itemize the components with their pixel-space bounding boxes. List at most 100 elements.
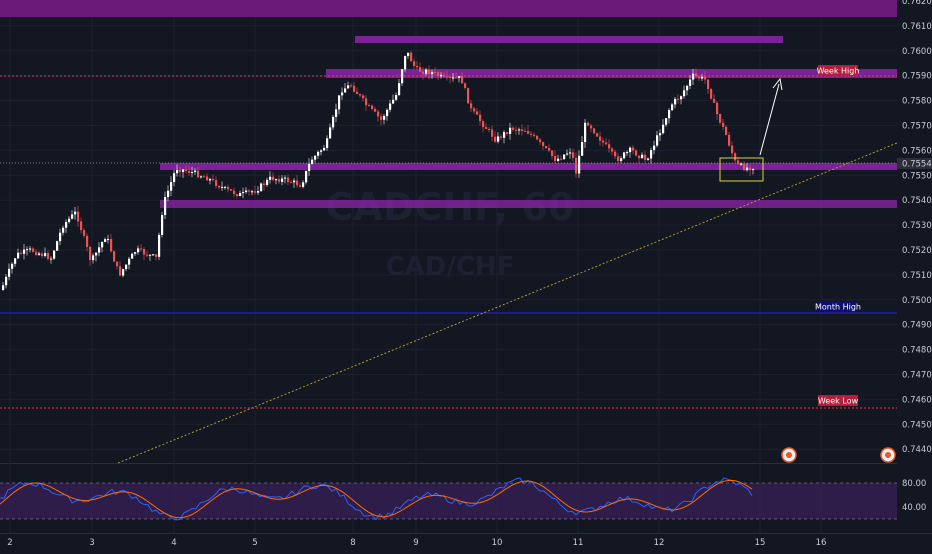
candle-body xyxy=(461,76,464,84)
candle-body xyxy=(518,129,521,131)
candle-body xyxy=(707,79,710,89)
candle-body xyxy=(56,241,59,251)
candle-body xyxy=(482,121,485,128)
candle-body xyxy=(689,79,692,86)
ascending-trendline[interactable] xyxy=(117,142,898,464)
event-flag-icon[interactable] xyxy=(781,447,797,463)
time-axis-label: 9 xyxy=(413,538,418,548)
candle-body xyxy=(512,127,515,130)
candle-body xyxy=(407,52,410,57)
candle-body xyxy=(329,127,332,139)
candle-body xyxy=(740,163,743,165)
candle-body xyxy=(308,164,311,171)
candle-body xyxy=(5,276,8,286)
candle-body xyxy=(137,248,140,253)
resistance-zone-week-high[interactable] xyxy=(326,69,897,78)
supply-zone-top[interactable] xyxy=(0,0,897,17)
candle-body xyxy=(599,136,602,141)
candle-body xyxy=(341,92,344,96)
stochastic-oscillator[interactable] xyxy=(0,477,897,521)
week-low-tag-label: Week Low xyxy=(818,397,859,406)
candle-body xyxy=(635,150,638,156)
candle-body xyxy=(230,189,233,191)
candle-body xyxy=(620,158,623,162)
candle-body xyxy=(239,193,242,197)
time-axis-label: 12 xyxy=(654,538,665,548)
candle-body xyxy=(737,160,740,165)
candle-body xyxy=(590,125,593,129)
candle-body xyxy=(65,221,68,228)
candle-body xyxy=(248,190,251,192)
candle-body xyxy=(653,145,656,151)
candle-body xyxy=(131,253,134,259)
candle-body xyxy=(185,169,188,171)
week-low-tag xyxy=(818,395,858,406)
candle-body xyxy=(728,134,731,146)
candle-body xyxy=(59,232,62,242)
candle-body xyxy=(119,266,122,276)
candle-body xyxy=(713,98,716,103)
candle-body xyxy=(245,190,248,193)
resistance-zone-upper[interactable] xyxy=(355,36,783,43)
time-axis-label: 5 xyxy=(252,538,257,548)
candle-body xyxy=(497,136,500,142)
candle-body xyxy=(560,158,563,160)
candle-body xyxy=(86,235,89,247)
candle-body xyxy=(110,239,113,252)
candle-body xyxy=(317,151,320,156)
candle-body xyxy=(587,122,590,126)
candle-body xyxy=(71,214,74,219)
candle-body xyxy=(386,109,389,117)
candle-body xyxy=(524,130,527,132)
candle-body xyxy=(218,185,221,188)
candle-body xyxy=(572,152,575,158)
event-flag-icon[interactable] xyxy=(880,447,896,463)
candle-body xyxy=(206,176,209,181)
candle-body xyxy=(617,156,620,162)
projection-arrow-head[interactable] xyxy=(772,77,783,91)
candle-body xyxy=(614,151,617,157)
candle-body xyxy=(623,152,626,159)
current-price-value: 0.75540 xyxy=(902,160,932,170)
candle-body xyxy=(284,177,287,179)
candle-body xyxy=(701,76,704,79)
projection-arrow-line[interactable] xyxy=(759,83,780,156)
candle-body xyxy=(671,104,674,111)
candle-body xyxy=(374,108,377,112)
candle-body xyxy=(335,109,338,117)
consolidation-box[interactable] xyxy=(719,157,764,182)
candle-body xyxy=(170,181,173,191)
candle-body xyxy=(77,211,80,222)
candle-body xyxy=(302,182,305,187)
candle-body xyxy=(47,253,50,260)
candlestick-series[interactable] xyxy=(2,50,755,291)
candle-body xyxy=(665,118,668,125)
candle-body xyxy=(638,155,641,159)
candle-body xyxy=(167,190,170,198)
candle-body xyxy=(53,250,56,259)
candle-body xyxy=(179,169,182,173)
candle-body xyxy=(32,248,35,252)
support-zone[interactable] xyxy=(160,200,897,208)
time-axis[interactable] xyxy=(0,533,932,550)
candle-body xyxy=(422,71,425,74)
candle-body xyxy=(254,191,257,193)
candle-body xyxy=(719,114,722,123)
pivot-zone-middle[interactable] xyxy=(160,163,897,170)
candle-body xyxy=(545,146,548,149)
candle-body xyxy=(746,167,749,171)
price-axis[interactable] xyxy=(897,0,932,550)
candle-body xyxy=(92,255,95,261)
candle-body xyxy=(68,218,71,222)
candle-body xyxy=(566,153,569,155)
candle-body xyxy=(311,159,314,165)
candle-body xyxy=(377,111,380,117)
candle-body xyxy=(692,73,695,80)
